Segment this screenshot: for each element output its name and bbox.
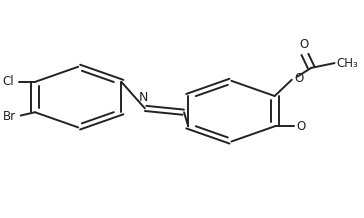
Text: CH₃: CH₃ xyxy=(336,57,358,70)
Text: O: O xyxy=(296,120,305,133)
Text: Cl: Cl xyxy=(3,75,14,89)
Text: N: N xyxy=(138,91,148,104)
Text: O: O xyxy=(299,37,309,51)
Text: Br: Br xyxy=(3,110,16,123)
Text: O: O xyxy=(294,72,304,85)
